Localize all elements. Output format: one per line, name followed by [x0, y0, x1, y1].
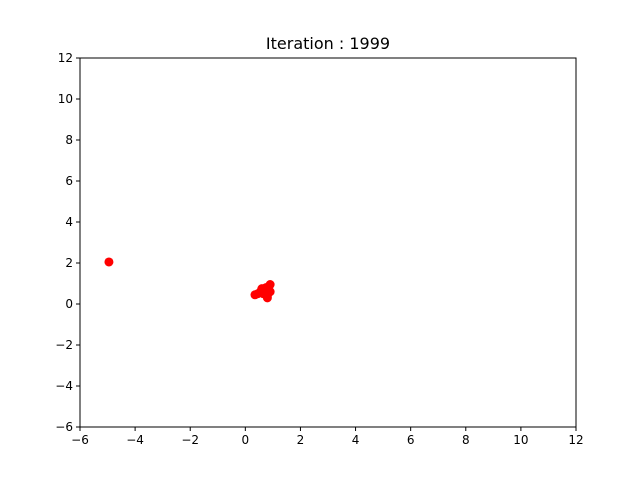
- x-tick-label: −4: [126, 433, 144, 447]
- y-tick-label: −6: [55, 420, 73, 434]
- x-tick-label: 4: [352, 433, 360, 447]
- x-axis-ticks: −6 −4 −2 0 2 4 6 8 10 12: [71, 427, 584, 447]
- y-tick-label: 0: [65, 297, 73, 311]
- plot-area: −6 −4 −2 0 2 4 6 8 10 12 −6 −4 −2 0 2 4 6 8 10 12: [55, 51, 583, 447]
- x-tick-label: 6: [407, 433, 415, 447]
- axes-frame: [79, 57, 577, 428]
- x-tick-label: 2: [297, 433, 305, 447]
- y-tick-label: 2: [65, 256, 73, 270]
- x-tick-label: −6: [71, 433, 89, 447]
- y-tick-label: −4: [55, 379, 73, 393]
- y-tick-label: 12: [58, 51, 73, 65]
- x-tick-label: −2: [181, 433, 199, 447]
- y-tick-label: 10: [58, 92, 73, 106]
- x-tick-label: 8: [462, 433, 470, 447]
- y-axis-ticks: −6 −4 −2 0 2 4 6 8 10 12: [55, 51, 80, 434]
- data-point: [104, 257, 114, 267]
- data-point: [261, 283, 271, 293]
- data-points: [104, 257, 275, 303]
- x-tick-label: 12: [568, 433, 583, 447]
- y-tick-label: 6: [65, 174, 73, 188]
- x-tick-label: 10: [513, 433, 528, 447]
- y-tick-label: −2: [55, 338, 73, 352]
- x-tick-label: 0: [242, 433, 250, 447]
- y-tick-label: 8: [65, 133, 73, 147]
- data-point: [262, 293, 272, 303]
- y-tick-label: 4: [65, 215, 73, 229]
- chart-title: Iteration : 1999: [266, 34, 390, 53]
